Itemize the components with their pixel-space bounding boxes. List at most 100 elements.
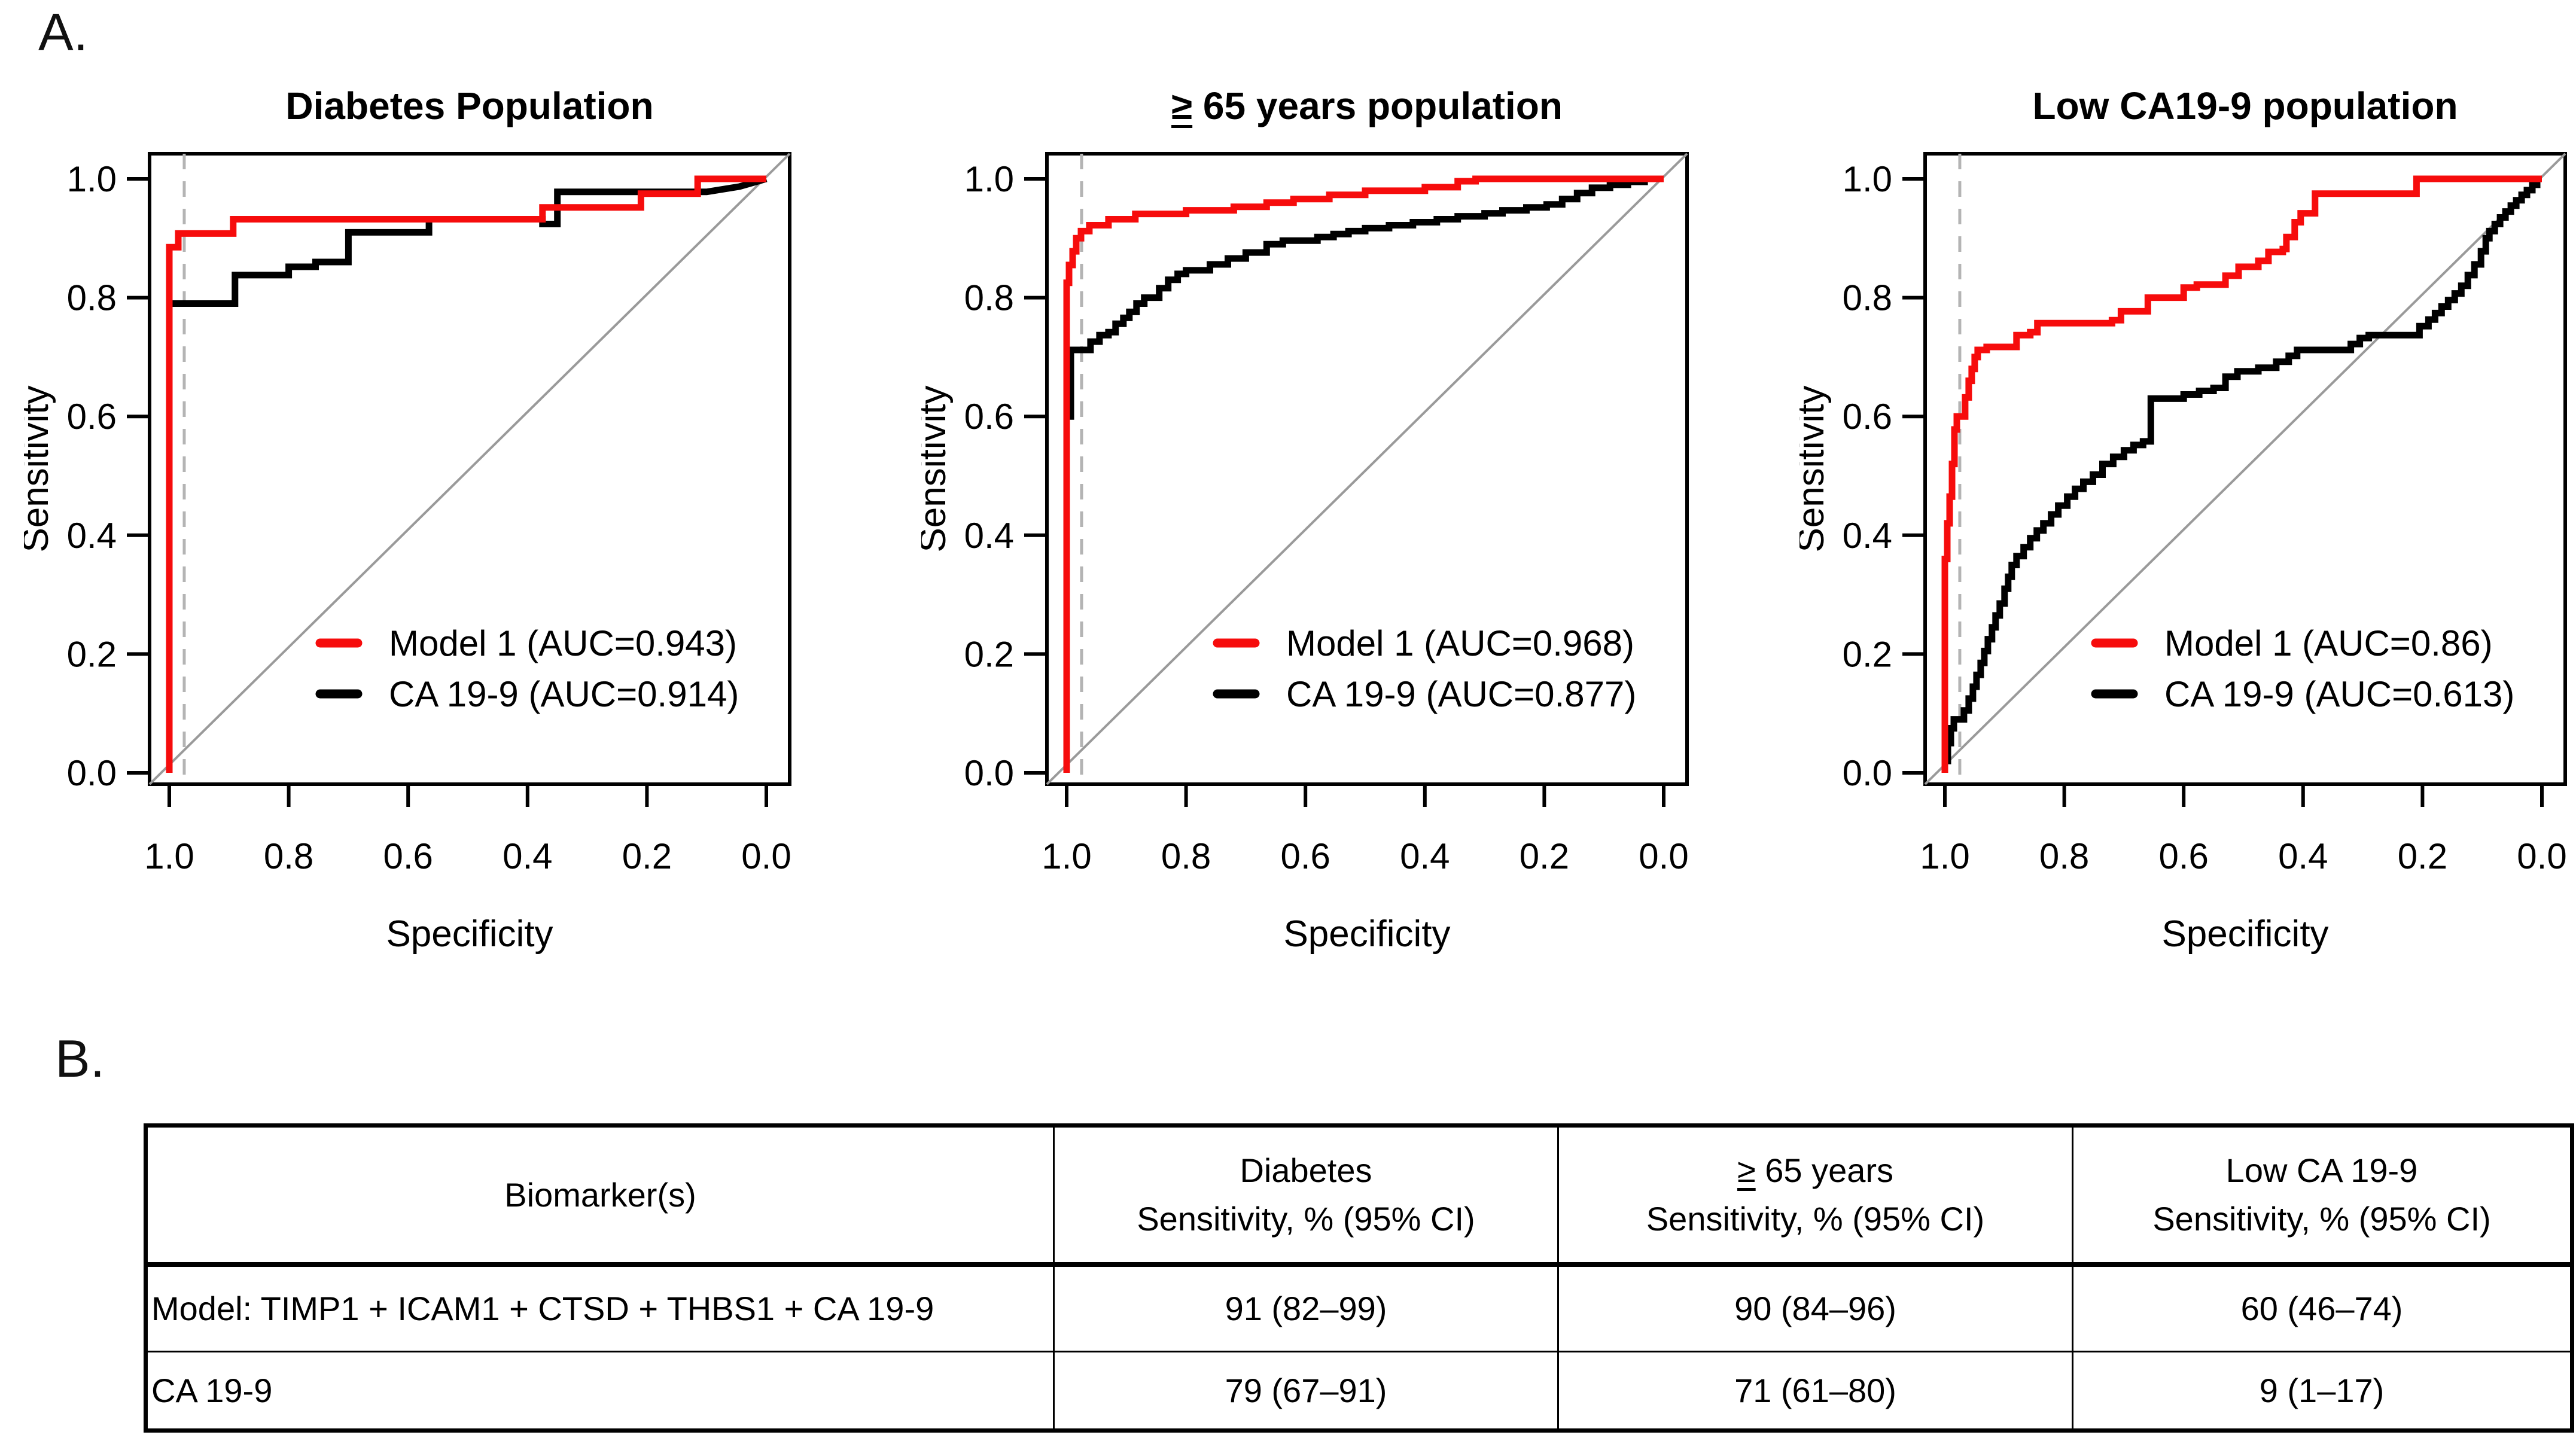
chart-title-text: Diabetes Population bbox=[285, 84, 654, 127]
legend-label: CA 19-9 (AUC=0.877) bbox=[1286, 674, 1636, 714]
x-axis-title: Specificity bbox=[2161, 913, 2328, 955]
cell-low-ca199-sensitivity: 9 (1–17) bbox=[2072, 1351, 2573, 1431]
chance-diagonal bbox=[148, 153, 791, 785]
y-tick-label: 0.2 bbox=[1843, 634, 1892, 674]
plot-box bbox=[1045, 152, 1689, 786]
col-header-line1-text: 65 years bbox=[1755, 1151, 1894, 1190]
chart-title-text: 65 years population bbox=[1192, 84, 1563, 127]
col-header-ge65: ≥ 65 years Sensitivity, % (95% CI) bbox=[1557, 1125, 2073, 1267]
x-tick-label: 0.8 bbox=[264, 836, 313, 876]
y-tick-label: 0.8 bbox=[67, 278, 117, 318]
col-header-line1: Low CA 19-9 bbox=[2225, 1151, 2418, 1190]
x-tick-label: 1.0 bbox=[1042, 836, 1091, 876]
y-tick-label: 0.0 bbox=[964, 753, 1014, 793]
x-tick-label: 0.4 bbox=[503, 836, 552, 876]
cell-biomarker: Model: TIMP1 + ICAM1 + CTSD + THBS1 + CA… bbox=[145, 1263, 1055, 1353]
cell-diabetes-sensitivity: 91 (82–99) bbox=[1053, 1263, 1559, 1353]
panel-b-label: B. bbox=[55, 1029, 105, 1088]
y-tick-label: 0.8 bbox=[964, 278, 1014, 318]
chart-title-geq-symbol: ≥ bbox=[1171, 84, 1193, 127]
col-header-line2: Sensitivity, % (95% CI) bbox=[1137, 1200, 1475, 1238]
x-axis-title: Specificity bbox=[386, 913, 553, 955]
roc-chart-low-ca199: Low CA19-9 population 1.0 0.8 0.6 0.4 0.2 0.0… bbox=[1799, 60, 2576, 993]
legend-label: CA 19-9 (AUC=0.613) bbox=[2164, 674, 2514, 714]
roc-curve-model-1 bbox=[166, 175, 766, 773]
col-header-line1: ≥ 65 years bbox=[1560, 1146, 2071, 1195]
roc-curve-model-1 bbox=[1941, 175, 2542, 773]
roc-curve-ca-19-9 bbox=[1063, 175, 1664, 773]
legend-label: Model 1 (AUC=0.86) bbox=[2164, 623, 2493, 663]
col-header-diabetes: Diabetes Sensitivity, % (95% CI) bbox=[1053, 1125, 1559, 1267]
geq-symbol: ≥ bbox=[1737, 1151, 1756, 1190]
x-tick-label: 0.0 bbox=[1639, 836, 1688, 876]
legend-label: Model 1 (AUC=0.943) bbox=[389, 623, 737, 663]
y-tick-label: 0.6 bbox=[964, 397, 1014, 437]
roc-chart-ge65: ≥ 65 years population 1.0 0.8 0.6 0.4 0.2 0.0… bbox=[921, 60, 1699, 993]
x-tick-label: 1.0 bbox=[1920, 836, 1969, 876]
table-row-ca199: CA 19-9 79 (67–91) 71 (61–80) 9 (1–17) bbox=[145, 1351, 2573, 1431]
cell-biomarker: CA 19-9 bbox=[145, 1351, 1055, 1431]
x-tick-label: 0.6 bbox=[383, 836, 433, 876]
cell-low-ca199-sensitivity: 60 (46–74) bbox=[2072, 1263, 2573, 1353]
cell-ge65-sensitivity: 71 (61–80) bbox=[1557, 1351, 2073, 1431]
sensitivity-table: Biomarker(s) Diabetes Sensitivity, % (95… bbox=[144, 1123, 2574, 1433]
plot-box bbox=[148, 152, 791, 786]
legend-label: Model 1 (AUC=0.968) bbox=[1286, 623, 1634, 663]
roc-curve-ca-19-9 bbox=[166, 175, 768, 773]
y-tick-label: 0.4 bbox=[67, 516, 117, 556]
y-tick-label: 0.8 bbox=[1843, 278, 1892, 318]
table-header-row: Biomarker(s) Diabetes Sensitivity, % (95… bbox=[145, 1125, 2573, 1267]
roc-curve-model-1 bbox=[1063, 175, 1664, 773]
col-header-line1: Diabetes bbox=[1240, 1151, 1372, 1190]
chance-diagonal bbox=[1924, 153, 2566, 785]
x-tick-label: 0.8 bbox=[1161, 836, 1211, 876]
y-axis-title: Sensitivity bbox=[24, 385, 56, 552]
chart-title-diabetes: Diabetes Population bbox=[150, 85, 790, 127]
x-tick-label: 0.8 bbox=[2039, 836, 2089, 876]
chart-title-text: Low CA19-9 population bbox=[2032, 84, 2458, 127]
y-tick-label: 0.2 bbox=[67, 634, 117, 674]
col-header-biomarkers: Biomarker(s) bbox=[145, 1125, 1055, 1267]
x-tick-label: 0.4 bbox=[1400, 836, 1450, 876]
chance-diagonal bbox=[1046, 153, 1688, 785]
x-tick-label: 0.0 bbox=[741, 836, 791, 876]
y-tick-label: 0.4 bbox=[1843, 516, 1892, 556]
y-axis-title: Sensitivity bbox=[921, 385, 954, 552]
panel-a-label: A. bbox=[38, 2, 89, 62]
x-tick-label: 0.6 bbox=[1280, 836, 1330, 876]
y-tick-label: 1.0 bbox=[67, 159, 117, 199]
roc-plot-ge65: 1.0 0.8 0.6 0.4 0.2 0.0 0.0 0.2 0.4 0.6 0.8 1.0 Spec… bbox=[921, 152, 1689, 955]
chart-title-low-ca199: Low CA19-9 population bbox=[1925, 85, 2565, 127]
y-tick-label: 0.0 bbox=[1843, 753, 1892, 793]
x-tick-label: 0.2 bbox=[1520, 836, 1569, 876]
y-tick-label: 0.6 bbox=[67, 397, 117, 437]
roc-plot-low-ca199: 1.0 0.8 0.6 0.4 0.2 0.0 0.0 0.2 0.4 0.6 0.8 1.0 Spec… bbox=[1799, 152, 2567, 955]
col-header-line2: Sensitivity, % (95% CI) bbox=[1646, 1200, 1985, 1238]
y-tick-label: 0.4 bbox=[964, 516, 1014, 556]
y-tick-label: 0.2 bbox=[964, 634, 1014, 674]
y-tick-label: 1.0 bbox=[1843, 159, 1892, 199]
x-tick-label: 0.4 bbox=[2278, 836, 2328, 876]
y-tick-label: 0.0 bbox=[67, 753, 117, 793]
col-header-low-ca199: Low CA 19-9 Sensitivity, % (95% CI) bbox=[2072, 1125, 2573, 1267]
legend-label: CA 19-9 (AUC=0.914) bbox=[389, 674, 739, 714]
chart-title-ge65: ≥ 65 years population bbox=[1047, 85, 1687, 127]
roc-plot-diabetes: 1.0 0.8 0.6 0.4 0.2 0.0 0.0 0.2 0.4 0.6 0.8 1.0 Spec… bbox=[24, 152, 791, 955]
table-row-model: Model: TIMP1 + ICAM1 + CTSD + THBS1 + CA… bbox=[145, 1263, 2573, 1353]
plot-box bbox=[1923, 152, 2567, 786]
x-tick-label: 0.2 bbox=[2398, 836, 2447, 876]
cell-diabetes-sensitivity: 79 (67–91) bbox=[1053, 1351, 1559, 1431]
x-axis-title: Specificity bbox=[1283, 913, 1450, 955]
x-tick-label: 0.0 bbox=[2517, 836, 2566, 876]
x-tick-label: 1.0 bbox=[144, 836, 194, 876]
y-axis-title: Sensitivity bbox=[1799, 385, 1832, 552]
x-tick-label: 0.2 bbox=[622, 836, 672, 876]
roc-chart-diabetes: Diabetes Population 1.0 0.8 0.6 0.4 0.2 0.0 0.… bbox=[24, 60, 802, 993]
col-header-line2: Sensitivity, % (95% CI) bbox=[2152, 1200, 2491, 1238]
y-tick-label: 1.0 bbox=[964, 159, 1014, 199]
x-tick-label: 0.6 bbox=[2158, 836, 2208, 876]
cell-ge65-sensitivity: 90 (84–96) bbox=[1557, 1263, 2073, 1353]
roc-curve-ca-19-9 bbox=[1941, 175, 2542, 773]
y-tick-label: 0.6 bbox=[1843, 397, 1892, 437]
